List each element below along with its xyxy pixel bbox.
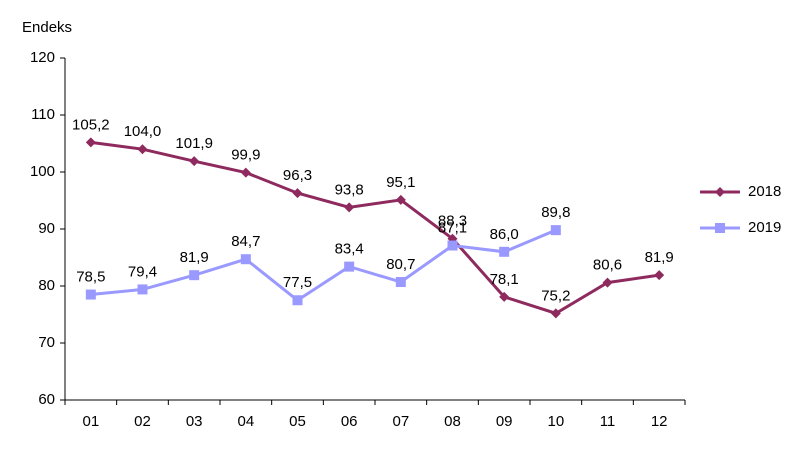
y-tick-label: 110: [31, 106, 55, 123]
point: [602, 277, 613, 288]
legend-label: 2019: [748, 219, 781, 236]
point: [137, 144, 148, 155]
data-label: 79,4: [128, 263, 157, 280]
x-tick-label: 10: [547, 413, 564, 430]
point: [550, 225, 561, 236]
series-line: [90, 228, 557, 303]
point: [344, 261, 355, 272]
point: [137, 284, 148, 295]
data-label: 80,7: [386, 256, 415, 273]
data-label: 88,3: [438, 213, 467, 230]
data-label: 96,3: [283, 167, 312, 184]
x-tick-label: 01: [82, 413, 99, 430]
x-tick-label: 07: [392, 413, 409, 430]
point: [395, 194, 406, 205]
y-tick-label: 90: [38, 220, 55, 237]
point: [240, 254, 251, 265]
x-tick-label: 03: [186, 413, 203, 430]
data-label: 83,4: [335, 241, 364, 258]
point: [550, 308, 561, 319]
point: [447, 240, 458, 251]
legend-label: 2018: [748, 183, 781, 200]
point: [240, 167, 251, 178]
legend-marker: [715, 187, 725, 197]
x-tick-label: 04: [237, 413, 254, 430]
point: [292, 188, 303, 199]
y-tick-label: 80: [38, 277, 55, 294]
data-label: 93,8: [335, 181, 364, 198]
y-tick-label: 70: [38, 334, 55, 351]
data-label: 99,9: [231, 147, 260, 164]
data-label: 104,0: [124, 123, 162, 140]
data-label: 80,6: [593, 257, 622, 274]
data-label: 77,5: [283, 274, 312, 291]
point: [499, 246, 510, 257]
x-tick-label: 06: [341, 413, 358, 430]
point: [85, 137, 96, 148]
data-label: 81,9: [180, 249, 209, 266]
data-label: 86,0: [490, 226, 519, 243]
data-label: 78,1: [490, 271, 519, 288]
data-label: 89,8: [541, 204, 570, 221]
x-tick-label: 12: [651, 413, 668, 430]
x-tick-label: 05: [289, 413, 306, 430]
series-line: [90, 140, 660, 315]
data-label: 101,9: [175, 135, 213, 152]
point: [344, 202, 355, 213]
point: [654, 270, 665, 281]
point: [85, 289, 96, 300]
data-label: 78,5: [76, 269, 105, 286]
x-tick-label: 08: [444, 413, 461, 430]
x-tick-label: 09: [496, 413, 513, 430]
point: [189, 270, 200, 281]
point: [189, 156, 200, 167]
data-label: 81,9: [645, 249, 674, 266]
point: [292, 295, 303, 306]
x-tick-label: 02: [134, 413, 151, 430]
y-tick-label: 120: [30, 49, 55, 66]
data-label: 95,1: [386, 174, 415, 191]
y-tick-label: 100: [30, 163, 55, 180]
x-tick-label: 11: [600, 413, 616, 430]
data-label: 105,2: [72, 116, 110, 133]
data-label: 75,2: [541, 287, 570, 304]
y-axis-label: Endeks: [22, 19, 72, 36]
point: [395, 277, 406, 288]
y-tick-label: 60: [38, 391, 55, 408]
point: [499, 291, 510, 302]
data-label: 84,7: [231, 233, 260, 250]
data-label: 87,1: [438, 219, 467, 236]
legend-marker: [715, 223, 725, 233]
